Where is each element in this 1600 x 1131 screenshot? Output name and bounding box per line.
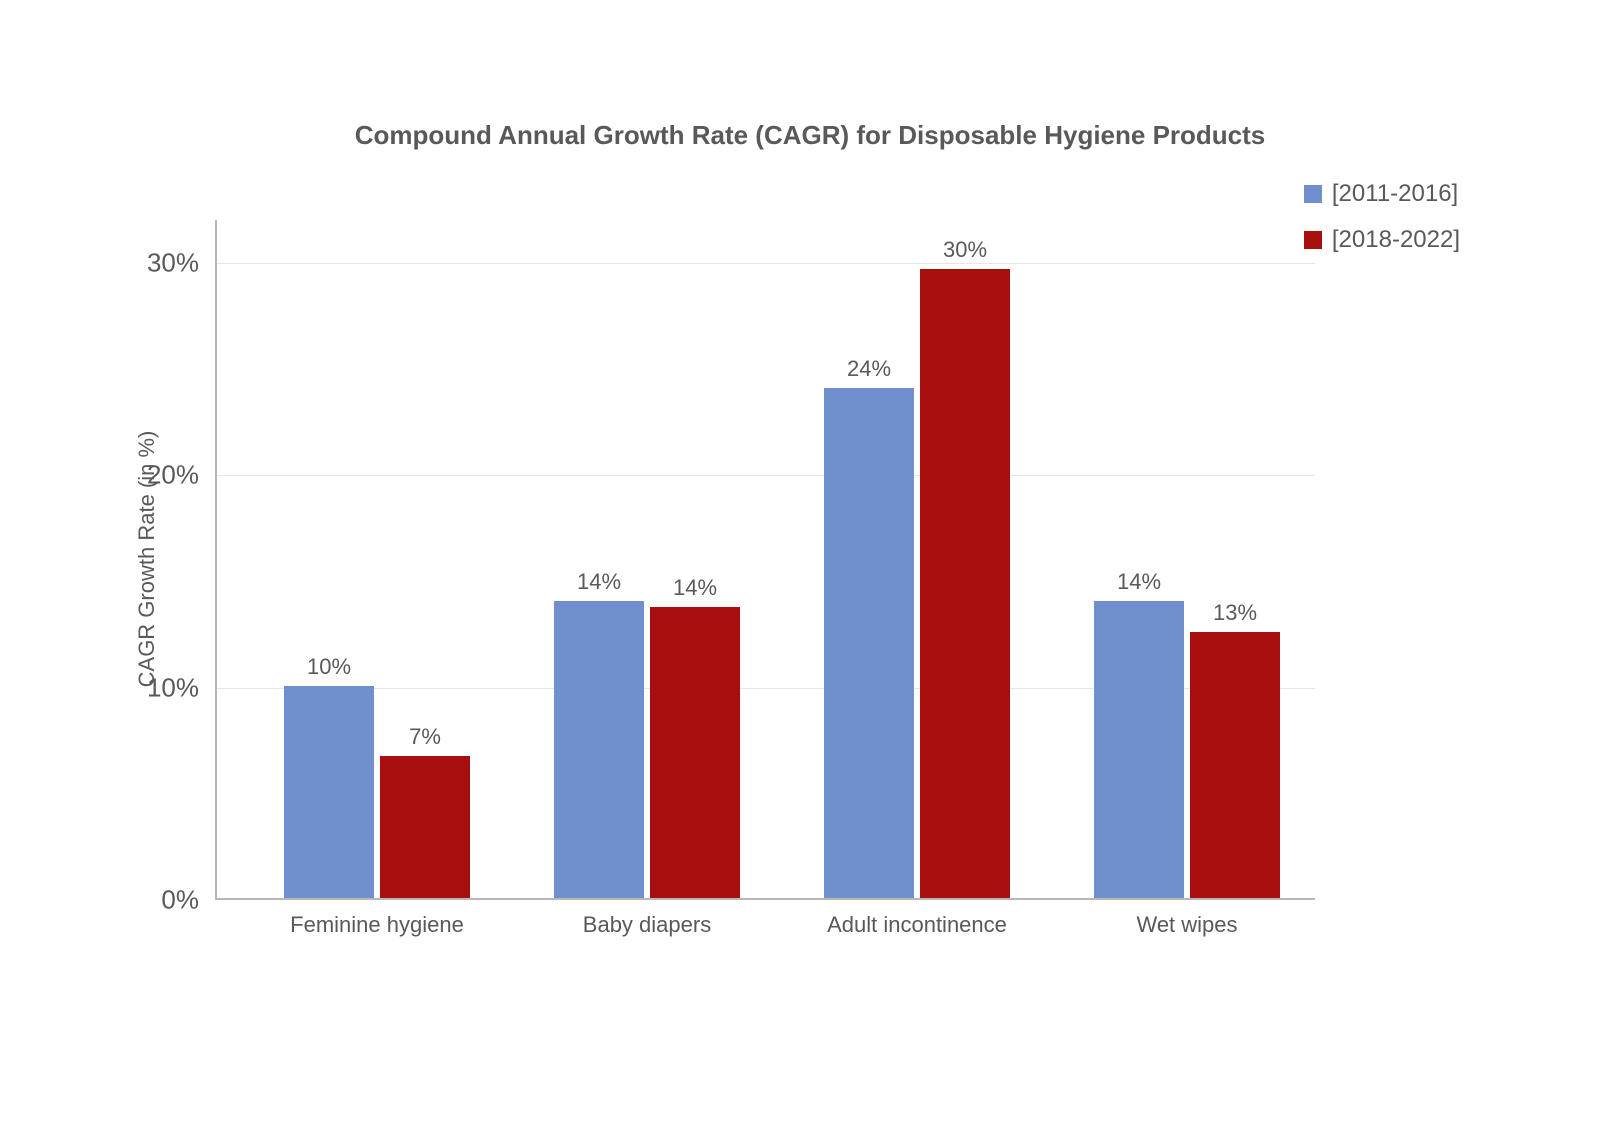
bar-value-label: 13%: [1190, 600, 1280, 632]
legend-swatch: [1304, 185, 1322, 203]
chart-title: Compound Annual Growth Rate (CAGR) for D…: [120, 120, 1500, 151]
legend-label: [2011-2016]: [1332, 180, 1458, 208]
x-tick-label: Feminine hygiene: [247, 898, 507, 938]
category-group: 14%13%Wet wipes: [1057, 220, 1317, 898]
category-group: 14%14%Baby diapers: [517, 220, 777, 898]
bar-value-label: 14%: [554, 569, 644, 601]
bar: 14%: [554, 601, 644, 899]
bar: 30%: [920, 269, 1010, 898]
category-group: 10%7%Feminine hygiene: [247, 220, 507, 898]
legend-label: [2018-2022]: [1332, 226, 1460, 254]
bar: 13%: [1190, 632, 1280, 898]
bar-value-label: 24%: [824, 356, 914, 388]
x-tick-label: Adult incontinence: [787, 898, 1047, 938]
bar: 24%: [824, 388, 914, 898]
legend-item: [2018-2022]: [1304, 226, 1460, 254]
category-group: 24%30%Adult incontinence: [787, 220, 1047, 898]
bar-value-label: 14%: [650, 575, 740, 607]
y-tick-label: 20%: [147, 460, 217, 491]
y-tick-label: 0%: [161, 885, 217, 916]
bar-value-label: 14%: [1094, 569, 1184, 601]
cagr-chart: Compound Annual Growth Rate (CAGR) for D…: [120, 100, 1500, 1020]
x-tick-label: Baby diapers: [517, 898, 777, 938]
y-tick-label: 10%: [147, 672, 217, 703]
bar: 14%: [650, 607, 740, 898]
legend-item: [2011-2016]: [1304, 180, 1460, 208]
y-tick-label: 30%: [147, 247, 217, 278]
x-tick-label: Wet wipes: [1057, 898, 1317, 938]
bar: 7%: [380, 756, 470, 898]
plot-area: CAGR Growth Rate (in %) 0%10%20%30%10%7%…: [215, 220, 1315, 900]
bar: 14%: [1094, 601, 1184, 899]
bar-value-label: 30%: [920, 237, 1010, 269]
bar-value-label: 7%: [380, 724, 470, 756]
legend: [2011-2016] [2018-2022]: [1304, 180, 1460, 272]
bar: 10%: [284, 686, 374, 899]
bar-value-label: 10%: [284, 654, 374, 686]
